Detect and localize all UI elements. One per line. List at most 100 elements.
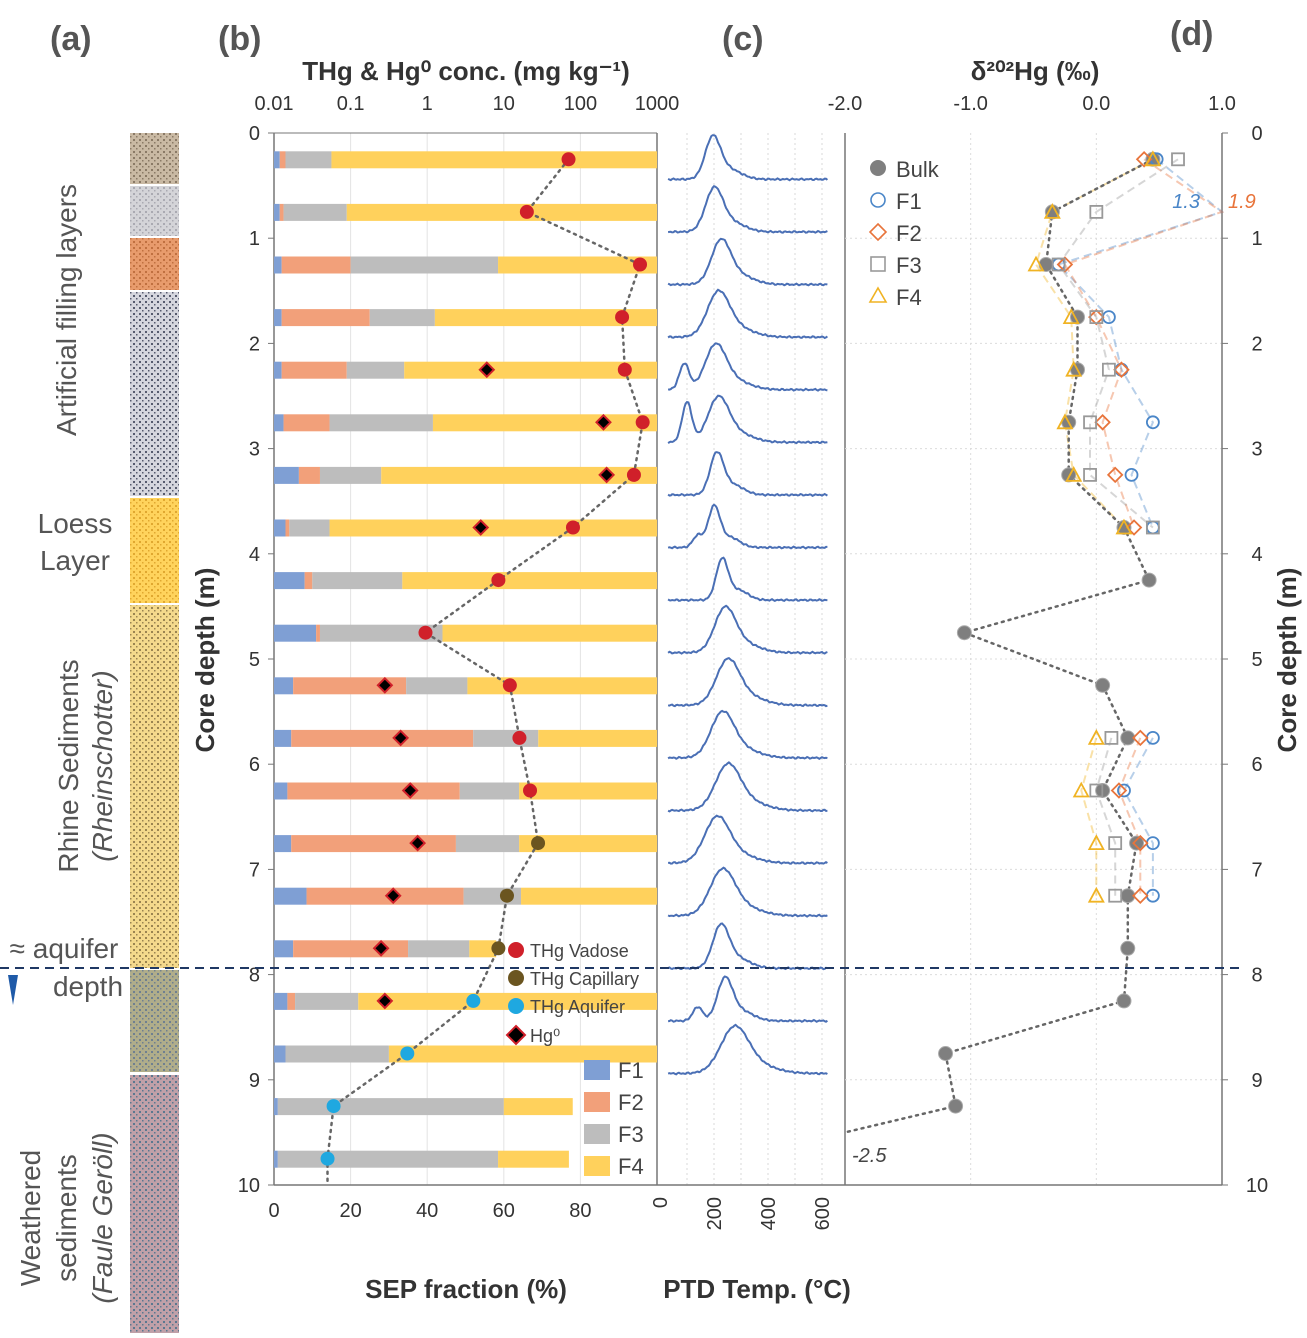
strata-block-4	[130, 292, 179, 496]
aquifer-label-2: depth	[53, 971, 123, 1002]
iso-f2-point	[1110, 782, 1128, 799]
sep-bar-f4	[467, 677, 657, 695]
thg-point	[491, 573, 506, 588]
sep-bar-f1	[274, 1150, 278, 1168]
thg-point	[491, 941, 506, 956]
sep-bar-f4	[402, 572, 657, 590]
ptd-tick: 200	[704, 1197, 726, 1230]
ptd-curve	[667, 134, 829, 182]
sep-bar-f1	[274, 940, 294, 958]
strata-rhine-label-2: (Rheinschotter)	[87, 670, 118, 861]
panel-label-a: (a)	[50, 20, 92, 58]
thg-point	[523, 783, 538, 798]
strata-block-6	[130, 605, 179, 968]
thg-point	[502, 678, 517, 693]
thg-point	[565, 520, 580, 535]
legend-iso-f2-marker	[868, 222, 888, 242]
thg-point	[466, 993, 481, 1008]
iso-line-lower-f2	[1117, 737, 1142, 896]
ptd-tick: 600	[812, 1197, 834, 1230]
conc-tick: 10	[493, 93, 515, 115]
legend-iso-f2-label: F2	[896, 221, 922, 246]
hg0-point	[409, 834, 427, 852]
depth-tick-right: 0	[1251, 123, 1262, 145]
sep-bar-f2	[298, 466, 320, 484]
iso-line-f1	[1056, 158, 1225, 528]
sep-bar-f4	[498, 256, 657, 274]
legend-hg0-label: Hg⁰	[530, 1026, 560, 1046]
iso-f3-point	[1104, 731, 1119, 745]
legend-aquifer-marker	[508, 998, 524, 1014]
sep-bar-f3	[408, 940, 470, 958]
strata-block-8	[130, 1075, 179, 1333]
iso-f2-point	[1056, 256, 1074, 273]
thg-point	[418, 625, 433, 640]
ptd-curve	[667, 975, 828, 1023]
hg0-point	[472, 519, 490, 536]
sep-bar-f1	[274, 519, 286, 537]
sep-bar-f4	[434, 309, 657, 327]
strata-block-5	[130, 498, 179, 603]
sep-bar-f4	[519, 782, 657, 800]
sep-bar-f3	[277, 1150, 499, 1168]
sep-bar-f4	[521, 887, 657, 905]
strata-weathered-label-3: (Faule Geröll)	[87, 1132, 118, 1303]
sep-bar-f3	[473, 729, 539, 747]
strata-block-2	[130, 186, 179, 236]
sep-bar-f1	[274, 309, 282, 327]
depth-axis-title-right: Core depth (m)	[1272, 568, 1302, 753]
iso-f3-point	[1145, 520, 1160, 535]
sep-bar-f1	[274, 414, 284, 432]
sep-bar-f4	[469, 940, 497, 958]
depth-tick-left: 0	[249, 123, 260, 145]
legend-sep: F1 F2 F3 F4	[584, 1058, 644, 1179]
strata-weathered-label-2: sediments	[51, 1154, 82, 1282]
depth-tick-left: 10	[238, 1175, 260, 1197]
sep-bar-f2	[281, 361, 347, 379]
depth-tick-right: 1	[1251, 228, 1262, 250]
sep-bar-f1	[274, 151, 280, 169]
sep-bar-f3	[283, 203, 347, 221]
sep-bar-f4	[432, 414, 657, 432]
iso-f2-point	[1132, 729, 1149, 747]
iso-f4-point	[1043, 203, 1061, 219]
iso-f2-point	[1125, 519, 1143, 536]
depth-tick-left: 9	[249, 1070, 260, 1092]
iso-f1-point	[1124, 467, 1139, 482]
thg-point	[320, 1151, 335, 1166]
sep-bar-f1	[274, 1045, 286, 1063]
sep-bar-f2	[285, 519, 290, 537]
depth-tick-right: 10	[1246, 1175, 1268, 1197]
ptd-curve	[667, 866, 828, 918]
ptd-tick: 400	[758, 1197, 780, 1230]
sep-axis-title: SEP fraction (%)	[365, 1274, 567, 1304]
ptd-curve	[667, 237, 828, 287]
sep-bar-f3	[319, 624, 443, 642]
ptd-curve	[667, 451, 828, 497]
thg-point	[400, 1046, 415, 1061]
sep-bar-f4	[503, 1098, 573, 1116]
iso-f4-point	[1072, 781, 1090, 798]
sep-bar-f1	[274, 677, 294, 695]
sep-bar-f4	[329, 519, 657, 537]
iso-f1-point	[1117, 783, 1131, 798]
sep-bar-f2	[281, 256, 351, 274]
bulk-point	[956, 625, 972, 641]
legend-isotope: Bulk F1 F2 F3 F4	[868, 157, 940, 310]
sep-bar-f2	[293, 677, 407, 695]
depth-tick-left: 3	[249, 439, 260, 461]
thg-point	[617, 362, 632, 377]
iso-f2-point	[1094, 414, 1111, 431]
ptd-curve	[667, 761, 828, 813]
depth-tick-right: 6	[1251, 754, 1262, 776]
bulk-point	[1120, 940, 1136, 956]
delta-tick: 1.0	[1208, 93, 1236, 115]
sep-bar-f4	[346, 203, 657, 221]
iso-f4-point	[1065, 466, 1083, 482]
sep-bar-f2	[306, 887, 464, 905]
sep-bar-f2	[279, 151, 286, 169]
aquifer-marker-icon	[8, 975, 18, 1005]
sep-bar-f2	[293, 940, 409, 958]
legend-hg0-marker	[505, 1024, 527, 1046]
